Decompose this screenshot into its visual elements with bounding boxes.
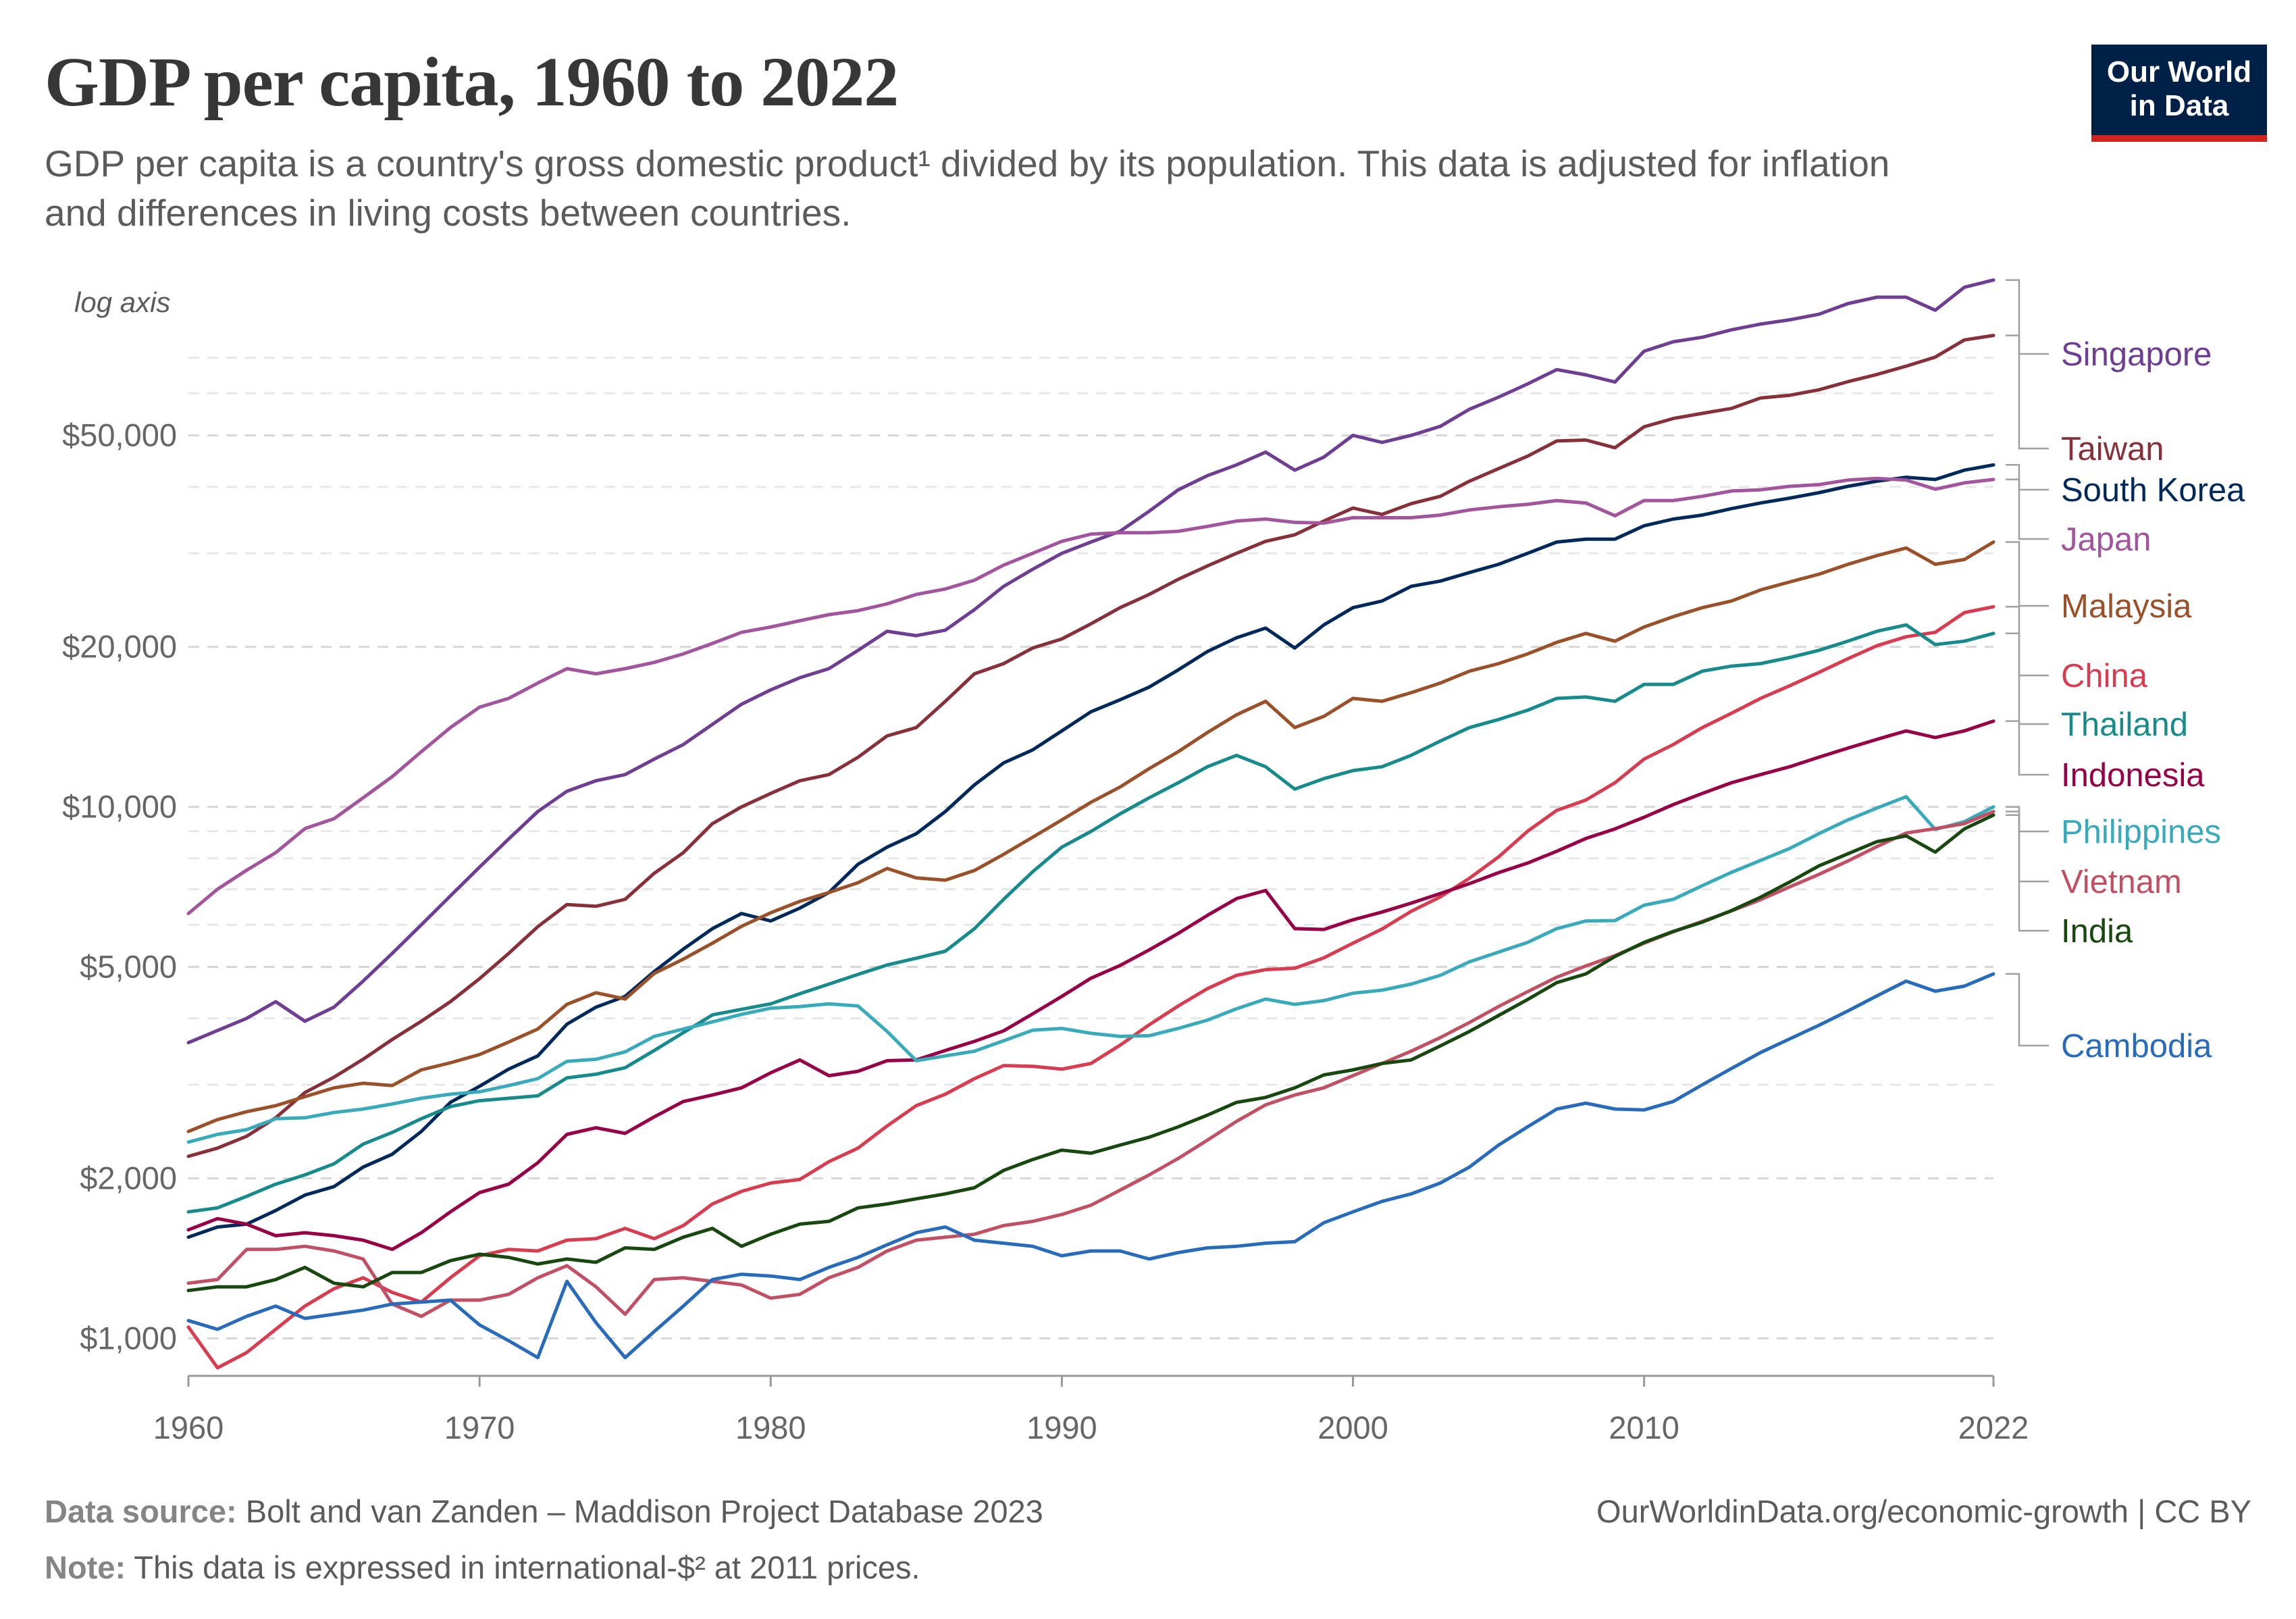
series-line-philippines <box>186 795 1995 1144</box>
series-label: Singapore <box>2061 336 2212 373</box>
series-label: Thailand <box>2061 706 2188 743</box>
y-tick-label: $2,000 <box>80 1160 177 1196</box>
series-line-south-korea <box>186 463 1995 1239</box>
owid-logo[interactable]: Our World in Data <box>2091 45 2267 142</box>
label-connector <box>2006 806 2049 833</box>
note-text: This data is expressed in international-… <box>126 1549 920 1585</box>
label-connector <box>2006 814 2049 932</box>
y-tick-label: $20,000 <box>62 629 177 665</box>
logo-accent-bar <box>2091 135 2267 142</box>
source-text[interactable]: Bolt and van Zanden – Maddison Project D… <box>236 1493 1043 1529</box>
series-label: South Korea <box>2061 472 2245 509</box>
label-connector <box>2006 720 2049 776</box>
label-connector <box>2006 632 2049 725</box>
series-line-japan <box>186 476 1995 915</box>
label-connector <box>2006 606 2049 677</box>
series-line-cambodia <box>186 972 1995 1360</box>
x-tick-label: 1980 <box>735 1410 806 1445</box>
x-tick-label: 2022 <box>1958 1410 2029 1445</box>
y-tick-label: $50,000 <box>62 417 177 453</box>
series-line-india <box>186 813 1995 1293</box>
data-note: Note: This data is expressed in internat… <box>45 1549 920 1586</box>
log-axis-note: log axis <box>74 286 170 318</box>
x-tick-label: 1960 <box>153 1410 224 1445</box>
series-label: Cambodia <box>2061 1028 2212 1064</box>
series-line-malaysia <box>186 540 1995 1133</box>
label-connector <box>2006 973 2049 1047</box>
series-line-singapore <box>186 278 1995 1045</box>
series-label: Philippines <box>2061 814 2221 850</box>
y-tick-label: $10,000 <box>62 789 177 825</box>
chart-subtitle: GDP per capita is a country's gross dome… <box>45 143 1890 234</box>
x-tick-label: 1970 <box>444 1410 515 1445</box>
series-label: India <box>2061 913 2133 950</box>
series-line-thailand <box>186 623 1995 1214</box>
series-line-indonesia <box>186 719 1995 1252</box>
y-tick-label: $5,000 <box>80 948 177 984</box>
series-label: Malaysia <box>2061 588 2192 625</box>
series-label: Vietnam <box>2061 864 2182 900</box>
credit-link[interactable]: OurWorldinData.org/economic-growth | CC … <box>1596 1493 2251 1529</box>
x-tick-label: 1990 <box>1026 1410 1097 1445</box>
y-tick-label: $1,000 <box>80 1320 177 1356</box>
label-connector <box>2006 334 2049 450</box>
note-label: Note: <box>45 1549 126 1585</box>
label-connector <box>2006 478 2049 540</box>
series-label: Taiwan <box>2061 431 2164 467</box>
logo-line-2: in Data <box>2129 89 2229 122</box>
series-label: Indonesia <box>2061 757 2205 794</box>
label-connector <box>2006 811 2049 883</box>
logo-line-1: Our World <box>2106 55 2252 88</box>
label-connector <box>2006 464 2049 491</box>
series-line-taiwan <box>186 334 1995 1158</box>
label-connector <box>2006 541 2049 607</box>
x-tick-label: 2010 <box>1609 1410 1679 1445</box>
series-label: Japan <box>2061 521 2151 558</box>
chart-title: GDP per capita, 1960 to 2022 <box>45 43 899 121</box>
data-source: Data source: Bolt and van Zanden – Maddi… <box>45 1493 1043 1530</box>
x-tick-label: 2000 <box>1317 1410 1388 1445</box>
source-label: Data source: <box>45 1493 237 1529</box>
series-label: China <box>2061 658 2148 694</box>
label-connector <box>2006 279 2049 355</box>
